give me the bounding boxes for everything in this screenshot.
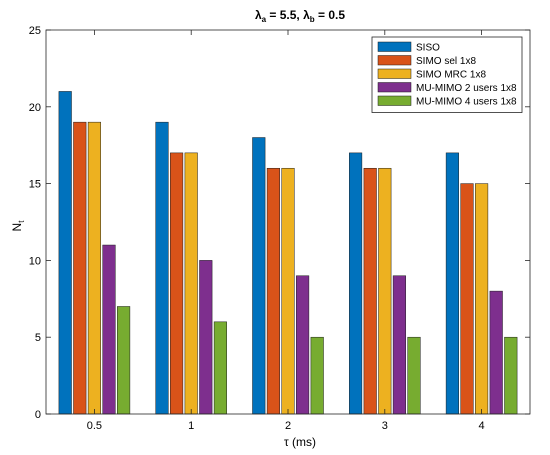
bar <box>296 275 310 415</box>
bar <box>117 306 131 415</box>
y-tick-label: 15 <box>29 179 41 191</box>
y-tick-label: 25 <box>29 25 41 37</box>
axes-group <box>45 29 531 415</box>
legend-swatch <box>377 95 412 106</box>
x-tick-label: 1 <box>188 420 194 432</box>
bar <box>460 183 474 415</box>
bar <box>349 152 363 415</box>
legend-swatch <box>377 55 412 66</box>
bar <box>87 121 101 415</box>
bar <box>445 152 459 415</box>
legend-swatch <box>377 41 412 52</box>
y-axis-label: Nt <box>10 220 26 232</box>
legend-swatch <box>377 68 412 79</box>
y-axis-label-main: N <box>10 223 24 232</box>
legend: SISO SIMO sel 1x8 SIMO MRC 1x8 MU-MIMO 2 us… <box>371 36 523 113</box>
title-lambda-a-value: = 5.5, <box>266 8 303 22</box>
title-lambda-b-value: = 0.5 <box>315 8 346 22</box>
x-tick-label: 4 <box>479 420 485 432</box>
y-tick-label: 20 <box>29 102 41 114</box>
legend-swatch <box>377 82 412 93</box>
bar <box>155 121 169 415</box>
y-tick-label: 0 <box>35 409 41 421</box>
x-tick-label: 0.5 <box>87 420 102 432</box>
legend-label: SIMO MRC 1x8 <box>416 70 486 81</box>
bar <box>489 290 503 415</box>
bar <box>363 167 377 415</box>
title-lambda-b-subscript: b <box>310 15 315 24</box>
legend-label: SISO <box>416 43 440 54</box>
bars-group <box>58 91 518 415</box>
legend-label: MU-MIMO 2 users 1x8 <box>416 83 517 94</box>
y-axis-label-subscript: t <box>17 220 26 223</box>
bar <box>504 336 518 415</box>
bar <box>281 167 295 415</box>
bar <box>407 336 421 415</box>
chart-title: λa = 5.5, λb = 0.5 <box>255 8 345 24</box>
bar <box>73 121 87 415</box>
x-axis-label: τ (ms) <box>284 435 316 449</box>
title-lambda-a-symbol: λ <box>255 8 262 22</box>
x-tick-label: 2 <box>285 420 291 432</box>
legend-label: SIMO sel 1x8 <box>416 56 476 67</box>
legend-label: MU-MIMO 4 users 1x8 <box>416 97 517 108</box>
tick-labels-group: 0 5 10 15 20 25 0.5 1 2 3 4 <box>29 25 485 432</box>
bar <box>378 167 392 415</box>
bar <box>475 183 489 415</box>
bar <box>392 275 406 415</box>
bar <box>199 260 213 415</box>
bar <box>184 152 198 415</box>
bar <box>213 321 227 415</box>
y-tick-label: 10 <box>29 255 41 267</box>
bar <box>252 137 266 415</box>
bar <box>102 244 116 415</box>
x-tick-label: 3 <box>382 420 388 432</box>
bar <box>58 91 72 415</box>
bar <box>266 167 280 415</box>
y-tick-label: 5 <box>35 332 41 344</box>
bar <box>170 152 184 415</box>
title-lambda-b-symbol: λ <box>303 8 310 22</box>
title-lambda-a-subscript: a <box>262 15 267 24</box>
bar <box>310 336 324 415</box>
